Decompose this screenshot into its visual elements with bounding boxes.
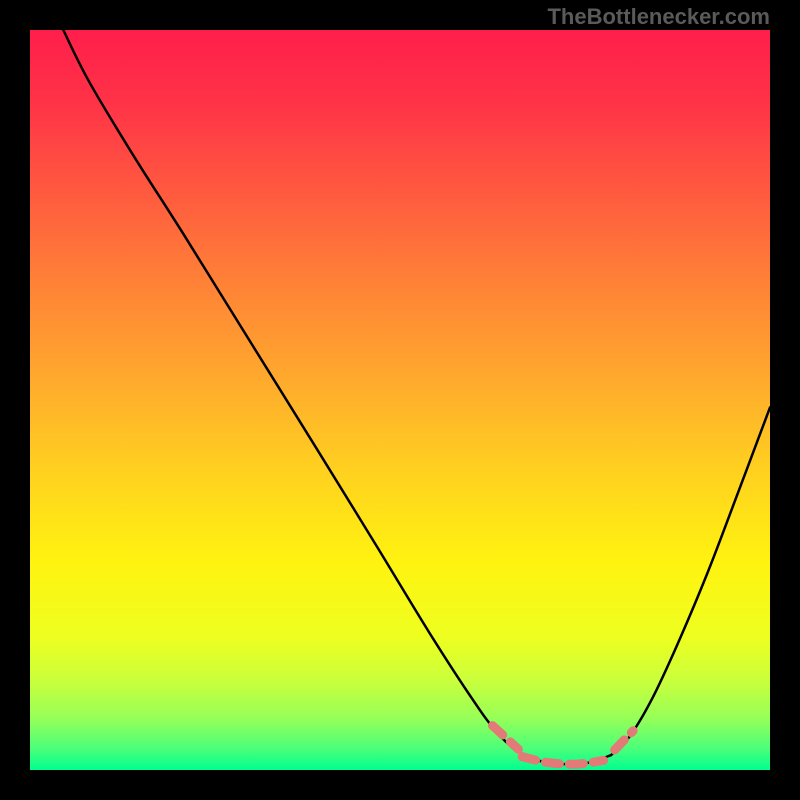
curve-right-ascent — [611, 407, 770, 755]
highlight-flat-highlight — [522, 757, 603, 765]
highlight-right-highlight — [615, 731, 634, 750]
curve-layer — [30, 30, 770, 770]
highlight-left-highlight — [493, 726, 519, 750]
curve-left-descent — [63, 30, 611, 764]
chart-root: TheBottlenecker.com — [0, 0, 800, 800]
plot-area — [30, 30, 770, 770]
attribution-text: TheBottlenecker.com — [547, 4, 770, 30]
